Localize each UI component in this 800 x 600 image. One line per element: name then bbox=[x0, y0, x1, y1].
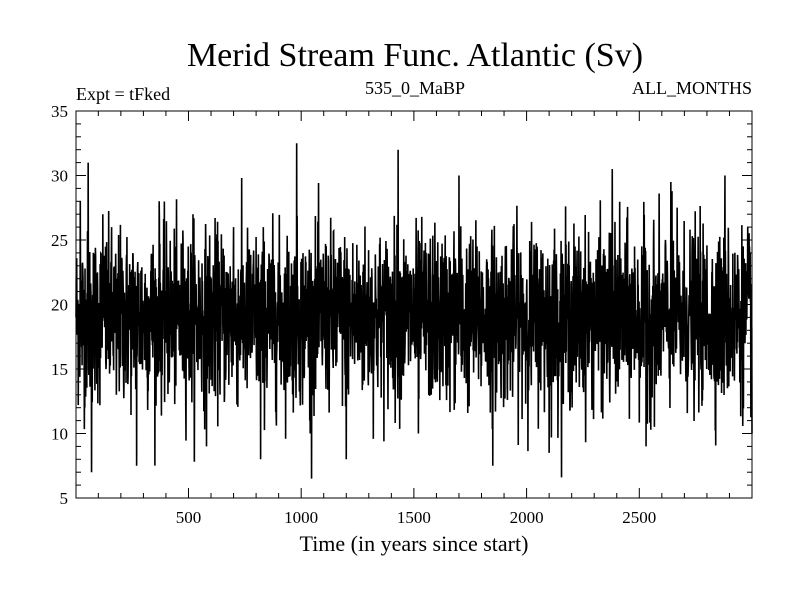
experiment-label: Expt = tFked bbox=[76, 84, 170, 104]
period-label: 535_0_MaBP bbox=[365, 78, 465, 98]
y-tick-label: 15 bbox=[51, 360, 68, 379]
series-line bbox=[75, 143, 753, 479]
y-tick-label: 20 bbox=[51, 296, 68, 315]
plot-frame bbox=[75, 110, 753, 499]
y-tick-label: 5 bbox=[60, 489, 69, 508]
chart-title: Merid Stream Func. Atlantic (Sv) bbox=[187, 37, 643, 74]
y-tick-label: 10 bbox=[51, 425, 68, 444]
months-label: ALL_MONTHS bbox=[632, 78, 752, 98]
series-group bbox=[75, 143, 753, 479]
x-tick-label: 1500 bbox=[397, 508, 431, 527]
x-tick-label: 1000 bbox=[284, 508, 318, 527]
y-tick-label: 30 bbox=[51, 167, 68, 186]
x-tick-label: 2000 bbox=[510, 508, 544, 527]
y-tick-label: 35 bbox=[51, 102, 68, 121]
x-axis-label: Time (in years since start) bbox=[300, 531, 529, 556]
x-tick-label: 2500 bbox=[622, 508, 656, 527]
x-tick-label: 500 bbox=[176, 508, 202, 527]
y-tick-label: 25 bbox=[51, 231, 68, 250]
axis-ticks: 5 10 15 20 25 30 35 500 1000 1500 2000 2500 bbox=[51, 102, 752, 527]
